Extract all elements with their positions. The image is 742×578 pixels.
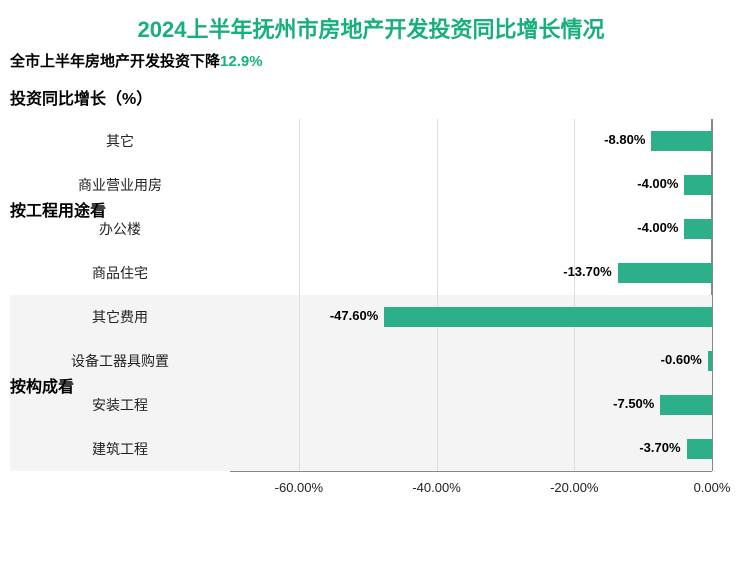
value-label: -3.70% [639,440,680,455]
bar-wrap: -47.60% [230,295,712,339]
subtitle-prefix: 全市上半年房地产开发投资下降 [10,53,220,70]
value-label: -0.60% [661,352,702,367]
bar [684,175,712,195]
bar [660,395,712,415]
subtitle-value: 12.9% [220,53,263,70]
chart-row: 办公楼 -4.00% [10,207,712,251]
value-label: -47.60% [330,308,378,323]
bar-wrap: -0.60% [230,339,712,383]
category-label: 其它费用 [10,307,230,327]
chart-row: 其它 -8.80% [10,119,712,163]
category-label: 办公楼 [10,219,230,239]
group-label: 按构成看 [10,373,110,397]
value-label: -7.50% [613,396,654,411]
category-label: 商业营业用房 [10,175,230,195]
chart-title: 2024上半年抚州市房地产开发投资同比增长情况 [0,0,742,48]
chart-row: 安装工程 -7.50% [10,383,712,427]
value-label: -4.00% [637,220,678,235]
category-label: 其它 [10,131,230,151]
bar [687,439,712,459]
bar-wrap: -4.00% [230,163,712,207]
bar-wrap: -7.50% [230,383,712,427]
category-label: 商品住宅 [10,263,230,283]
value-label: -4.00% [637,176,678,191]
bar-wrap: -13.70% [230,251,712,295]
bar-wrap: -4.00% [230,207,712,251]
bar [708,351,712,371]
bar [384,307,712,327]
chart-area: 其它 -8.80% 商业营业用房 -4.00% 办公楼 -4.00% 商品住宅 -13.70%… [10,119,712,511]
category-label: 设备工器具购置 [10,351,230,371]
chart-row: 建筑工程 -3.70% [10,427,712,471]
value-label: -8.80% [604,132,645,147]
category-label: 建筑工程 [10,439,230,459]
bar [684,219,712,239]
x-tick-label: -60.00% [275,480,323,495]
x-tick-label: 0.00% [694,480,731,495]
x-axis: -60.00%-40.00%-20.00%0.00% [230,471,712,511]
x-tick-label: -20.00% [550,480,598,495]
chart-subtitle: 全市上半年房地产开发投资下降12.9% [0,48,742,75]
chart-row: 设备工器具购置 -0.60% [10,339,712,383]
bar [651,131,712,151]
bar-wrap: -8.80% [230,119,712,163]
plot-region: 其它-8.80%商业营业用房-4.00%办公楼-4.00%商品住宅-13.70%… [230,119,712,471]
x-tick-label: -40.00% [412,480,460,495]
value-label: -13.70% [563,264,611,279]
bar [618,263,712,283]
group-label: 按工程用途看 [10,197,110,221]
y-axis-title: 投资同比增长（%） [0,75,742,119]
chart-row: 商品住宅 -13.70% [10,251,712,295]
chart-row: 商业营业用房 -4.00% [10,163,712,207]
chart-row: 其它费用 -47.60% [10,295,712,339]
bar-wrap: -3.70% [230,427,712,471]
category-label: 安装工程 [10,395,230,415]
